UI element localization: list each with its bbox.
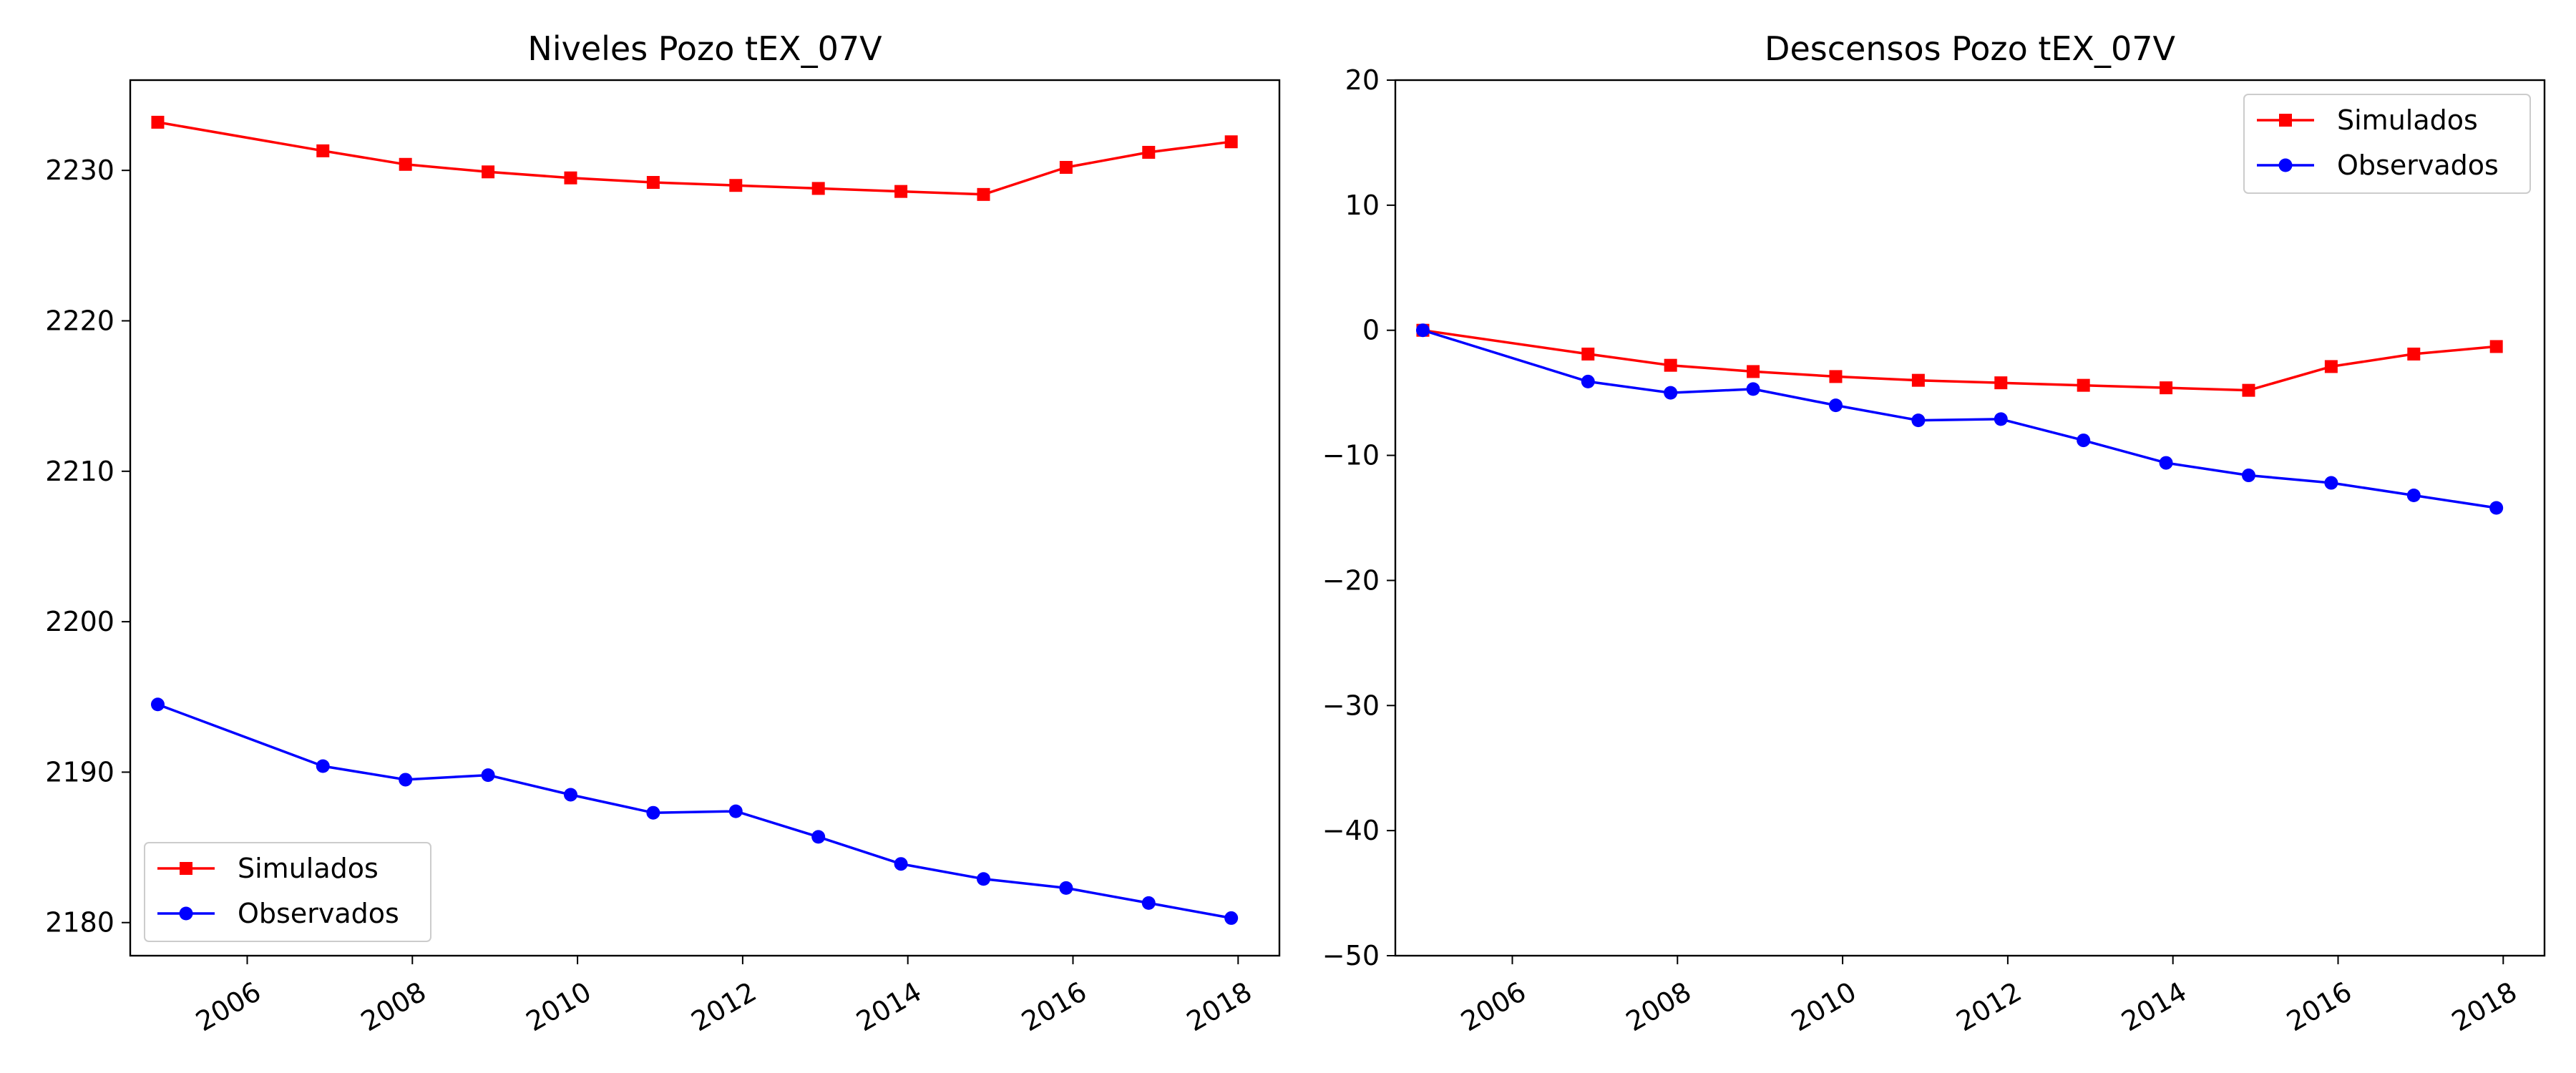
data-point-observados <box>728 804 743 818</box>
y-tick-label: 20 <box>1345 64 1380 96</box>
y-tick-label: 2180 <box>45 907 114 939</box>
data-point-simulados <box>151 115 165 129</box>
data-point-observados <box>563 788 577 802</box>
legend-label: Observados <box>2337 150 2499 181</box>
data-point-simulados <box>2242 383 2255 397</box>
data-point-observados <box>1994 412 2008 426</box>
data-point-observados <box>481 768 495 783</box>
data-point-observados <box>1581 374 1595 388</box>
legend-square-marker <box>2279 114 2292 127</box>
legend-entry-simulados: Simulados <box>2257 104 2478 136</box>
y-tick-label: −40 <box>1322 815 1380 846</box>
data-point-simulados <box>894 185 908 198</box>
data-point-simulados <box>1747 365 1760 378</box>
y-tick-label: 10 <box>1345 190 1380 221</box>
legend-entry-simulados: Simulados <box>157 853 379 884</box>
data-point-observados <box>1224 911 1239 925</box>
data-point-simulados <box>2324 360 2338 373</box>
legend-circle-marker <box>2278 158 2293 172</box>
y-tick-label: 0 <box>1362 315 1380 346</box>
data-point-observados <box>1664 386 1678 400</box>
data-point-observados <box>150 697 165 712</box>
legend-entry-observados: Observados <box>157 898 399 929</box>
data-point-observados <box>811 830 826 844</box>
data-point-simulados <box>399 157 412 171</box>
data-point-simulados <box>646 176 660 190</box>
axes-frame <box>129 79 1281 957</box>
data-point-simulados <box>2407 347 2421 361</box>
data-point-simulados <box>977 187 990 201</box>
data-point-observados <box>2489 501 2504 515</box>
data-point-simulados <box>1224 135 1238 149</box>
chart-title: Niveles Pozo tEX_07V <box>527 29 882 68</box>
legend-square-marker <box>180 862 192 875</box>
data-point-observados <box>894 857 908 871</box>
legend-entry-observados: Observados <box>2257 150 2499 181</box>
data-point-observados <box>2406 489 2421 503</box>
data-point-simulados <box>1664 358 1677 372</box>
data-point-observados <box>1059 881 1073 895</box>
chart-niveles: Niveles Pozo tEX_07V 2180 2190 2200 2210 222… <box>45 29 1281 1037</box>
data-point-simulados <box>1911 373 1925 387</box>
data-point-observados <box>399 773 413 787</box>
data-point-simulados <box>2489 340 2503 353</box>
data-point-observados <box>2159 456 2173 470</box>
data-point-observados <box>1911 413 1926 428</box>
data-point-simulados <box>1581 347 1595 361</box>
data-point-observados <box>646 805 660 820</box>
data-point-simulados <box>729 179 743 192</box>
legend-label: Simulados <box>238 853 379 884</box>
y-tick-label: 2230 <box>45 155 114 186</box>
data-point-observados <box>976 872 990 886</box>
legend-label: Observados <box>238 898 399 929</box>
y-tick-label: 2210 <box>45 456 114 487</box>
data-point-simulados <box>1142 145 1156 159</box>
data-point-observados <box>1828 398 1843 413</box>
y-tick-label: −50 <box>1322 940 1380 971</box>
data-point-simulados <box>564 171 577 185</box>
data-point-observados <box>1746 382 1760 396</box>
data-point-observados <box>1415 323 1430 338</box>
data-point-observados <box>2241 469 2255 483</box>
data-point-simulados <box>811 182 825 195</box>
legend-label: Simulados <box>2337 104 2478 136</box>
data-point-simulados <box>482 165 495 179</box>
data-point-simulados <box>2077 378 2090 392</box>
y-tick-label: 2190 <box>45 756 114 788</box>
data-point-observados <box>1141 896 1156 910</box>
legend: Simulados Observados <box>2243 94 2531 194</box>
data-point-simulados <box>316 144 330 157</box>
chart-title: Descensos Pozo tEX_07V <box>1765 29 2175 68</box>
data-point-observados <box>2324 476 2338 490</box>
legend: Simulados Observados <box>144 842 431 942</box>
axes-frame <box>1394 79 2546 957</box>
legend-circle-marker <box>179 906 193 921</box>
y-tick-label: 2200 <box>45 606 114 637</box>
data-point-simulados <box>2160 381 2173 395</box>
data-point-simulados <box>1059 160 1073 174</box>
data-point-simulados <box>1994 376 2008 390</box>
y-tick-label: −10 <box>1322 440 1380 471</box>
data-point-observados <box>316 759 330 773</box>
data-point-observados <box>2077 433 2091 448</box>
y-tick-label: 2220 <box>45 305 114 336</box>
legend-box <box>2243 94 2531 194</box>
y-tick-label: −20 <box>1322 564 1380 596</box>
data-point-simulados <box>1829 370 1843 383</box>
legend-box <box>144 842 431 942</box>
y-tick-label: −30 <box>1322 690 1380 721</box>
